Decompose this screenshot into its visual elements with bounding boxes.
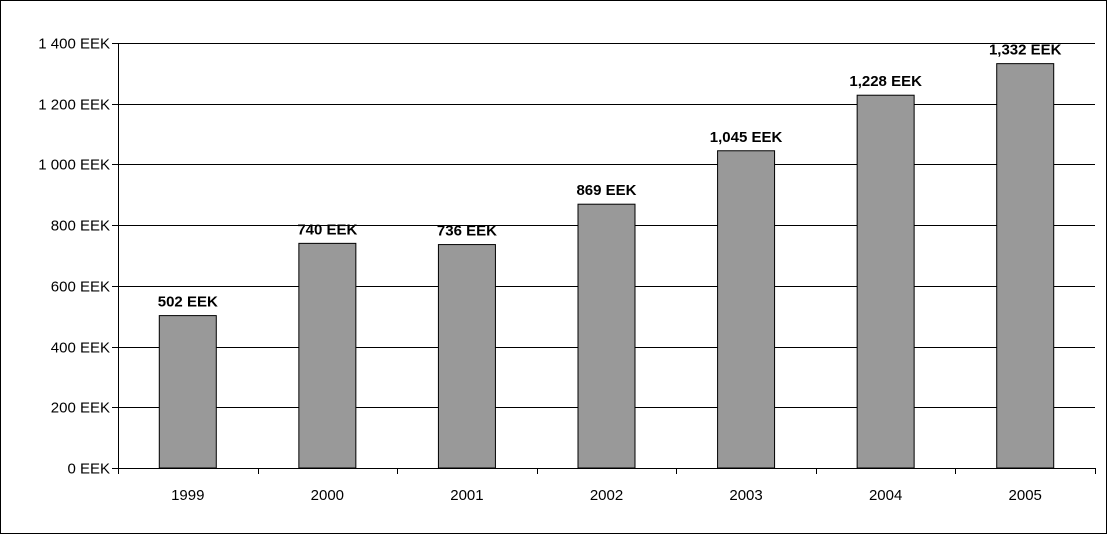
data-label-2005: 1,332 EEK (989, 42, 1062, 59)
bar-2005 (996, 63, 1055, 469)
y-tick-label: 1 200 EEK (38, 97, 110, 114)
axes (112, 43, 1096, 474)
x-tick-label-2001: 2001 (450, 487, 483, 504)
x-tick-label-2000: 2000 (311, 487, 344, 504)
y-tick-label: 0 EEK (67, 461, 110, 478)
y-tick-label: 800 EEK (51, 218, 110, 235)
bar-2000 (298, 242, 357, 469)
x-tick-label-2002: 2002 (590, 487, 623, 504)
x-tick-label-2004: 2004 (869, 487, 902, 504)
y-tick-label: 200 EEK (51, 400, 110, 417)
bar-2002 (577, 203, 636, 469)
data-label-2001: 736 EEK (437, 223, 497, 240)
data-label-2003: 1,045 EEK (710, 129, 783, 146)
bars (158, 63, 1055, 469)
data-label-2004: 1,228 EEK (849, 73, 922, 90)
y-tick-label: 400 EEK (51, 340, 110, 357)
data-label-2000: 740 EEK (297, 221, 357, 238)
y-tick-label: 1 000 EEK (38, 157, 110, 174)
data-label-1999: 502 EEK (158, 294, 218, 311)
x-tick-label-2005: 2005 (1009, 487, 1042, 504)
x-tick-label-2003: 2003 (729, 487, 762, 504)
y-tick-label: 600 EEK (51, 279, 110, 296)
bar-2004 (856, 94, 915, 469)
bar-2003 (717, 150, 776, 469)
bar-1999 (158, 315, 217, 469)
bar-2001 (437, 244, 496, 469)
labels: 0 EEK 200 EEK 400 EEK 600 EEK 800 EEK 1 000 E… (38, 36, 1061, 505)
data-label-2002: 869 EEK (576, 182, 636, 199)
y-tick-label: 1 400 EEK (38, 36, 110, 53)
x-tick-label-1999: 1999 (171, 487, 204, 504)
